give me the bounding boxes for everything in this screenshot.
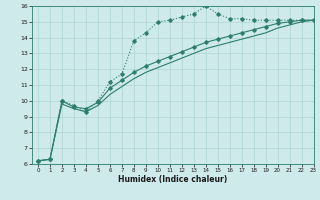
X-axis label: Humidex (Indice chaleur): Humidex (Indice chaleur) bbox=[118, 175, 228, 184]
